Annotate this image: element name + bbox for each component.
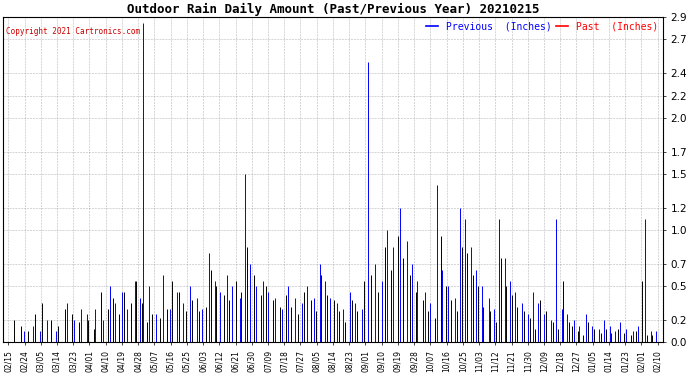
Legend: Previous  (Inches), Past  (Inches): Previous (Inches), Past (Inches) <box>422 18 662 36</box>
Text: Copyright 2021 Cartronics.com: Copyright 2021 Cartronics.com <box>6 27 140 36</box>
Title: Outdoor Rain Daily Amount (Past/Previous Year) 20210215: Outdoor Rain Daily Amount (Past/Previous… <box>127 3 539 16</box>
